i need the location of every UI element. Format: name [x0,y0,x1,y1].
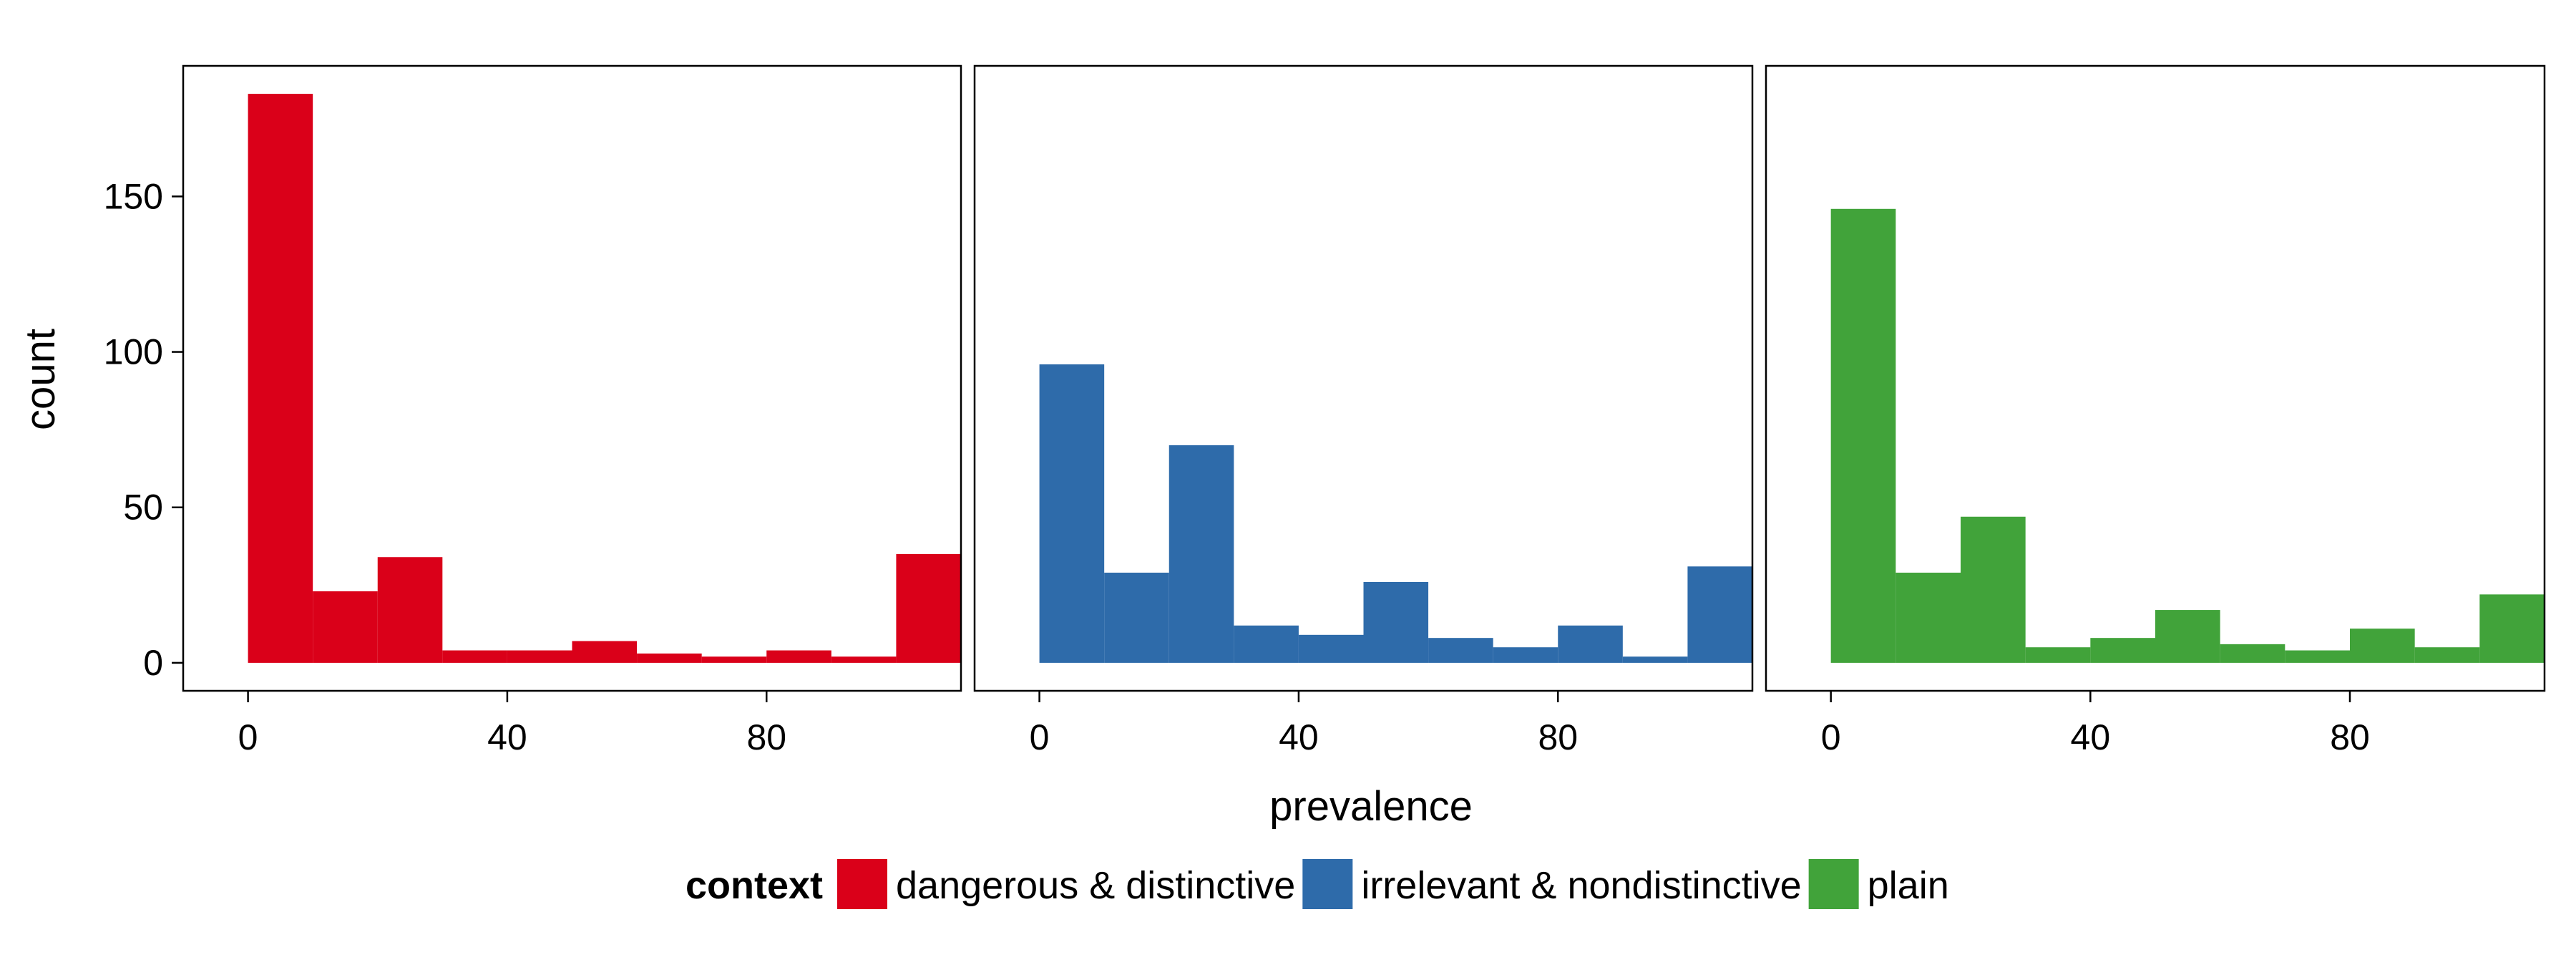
histogram-bar [1428,638,1493,663]
histogram-bar [313,591,378,663]
legend-swatch [837,859,887,909]
histogram-bar [2414,647,2480,663]
histogram-bar [766,650,831,663]
histogram-bar [1169,445,1234,663]
histogram-bar [377,557,443,663]
x-axis-title: prevalence [1269,783,1473,830]
histogram-bar [1896,572,1961,663]
legend-swatch [1808,859,1859,909]
histogram-bar [1493,647,1558,663]
legend-label: irrelevant & nondistinctive [1361,864,1801,907]
histogram-bar [896,553,961,663]
histogram-bar [1961,516,2026,663]
y-tick-label: 0 [143,643,163,683]
legend-label: plain [1868,864,1949,907]
x-tick-label: 40 [1279,717,1319,757]
y-tick-label: 50 [123,488,163,528]
y-tick-label: 150 [104,176,163,216]
x-tick-label: 0 [1821,717,1841,757]
panel-border [1765,64,2546,692]
x-tick-label: 80 [746,717,786,757]
histogram-bar [2285,650,2350,663]
panel-dangerous-distinctive: 0 40 80 0 50 100 150 [104,64,962,757]
histogram-bar [248,94,313,663]
histogram-bar [1363,581,1429,663]
x-tick-label: 40 [487,717,527,757]
legend-title: context [686,864,823,907]
x-tick-label: 40 [2071,717,2111,757]
panel-plain: 0 40 80 [1765,64,2546,757]
histogram-bar [2090,638,2155,663]
histogram-bar [831,656,897,663]
legend-label: dangerous & distinctive [896,864,1295,907]
x-tick-label: 0 [1030,717,1050,757]
histogram-bar [2155,610,2220,663]
x-tick-label: 80 [2330,717,2370,757]
histogram-bar [1558,625,1623,663]
histogram-bar [1234,625,1299,663]
histogram-bar [442,650,507,663]
histogram-bar [1687,566,1752,663]
y-axis-title: count [17,329,64,430]
histogram-bar [637,653,702,663]
histogram-bar [1039,364,1105,663]
histogram-bar [1298,634,1364,663]
histogram-bar [1622,656,1688,663]
y-tick-label: 100 [104,332,163,372]
histogram-bar [2025,647,2091,663]
panel-irrelevant-nondistinctive: 0 40 80 [973,64,1754,757]
histogram-bar [2220,644,2285,663]
histogram-bar [1104,572,1169,663]
panel-border [973,64,1754,692]
x-tick-label: 80 [1538,717,1578,757]
x-tick-label: 0 [238,717,258,757]
histogram-bar [2350,629,2415,663]
histogram-bar [2479,594,2545,663]
legend-swatch [1302,859,1353,909]
panel-border [182,64,962,692]
histogram-bar [507,650,572,663]
histogram-bar [572,641,638,663]
legend: context dangerous & distinctive irrelevant… [686,859,1949,909]
histogram-bar [701,656,767,663]
histogram-bar [1830,208,1896,663]
